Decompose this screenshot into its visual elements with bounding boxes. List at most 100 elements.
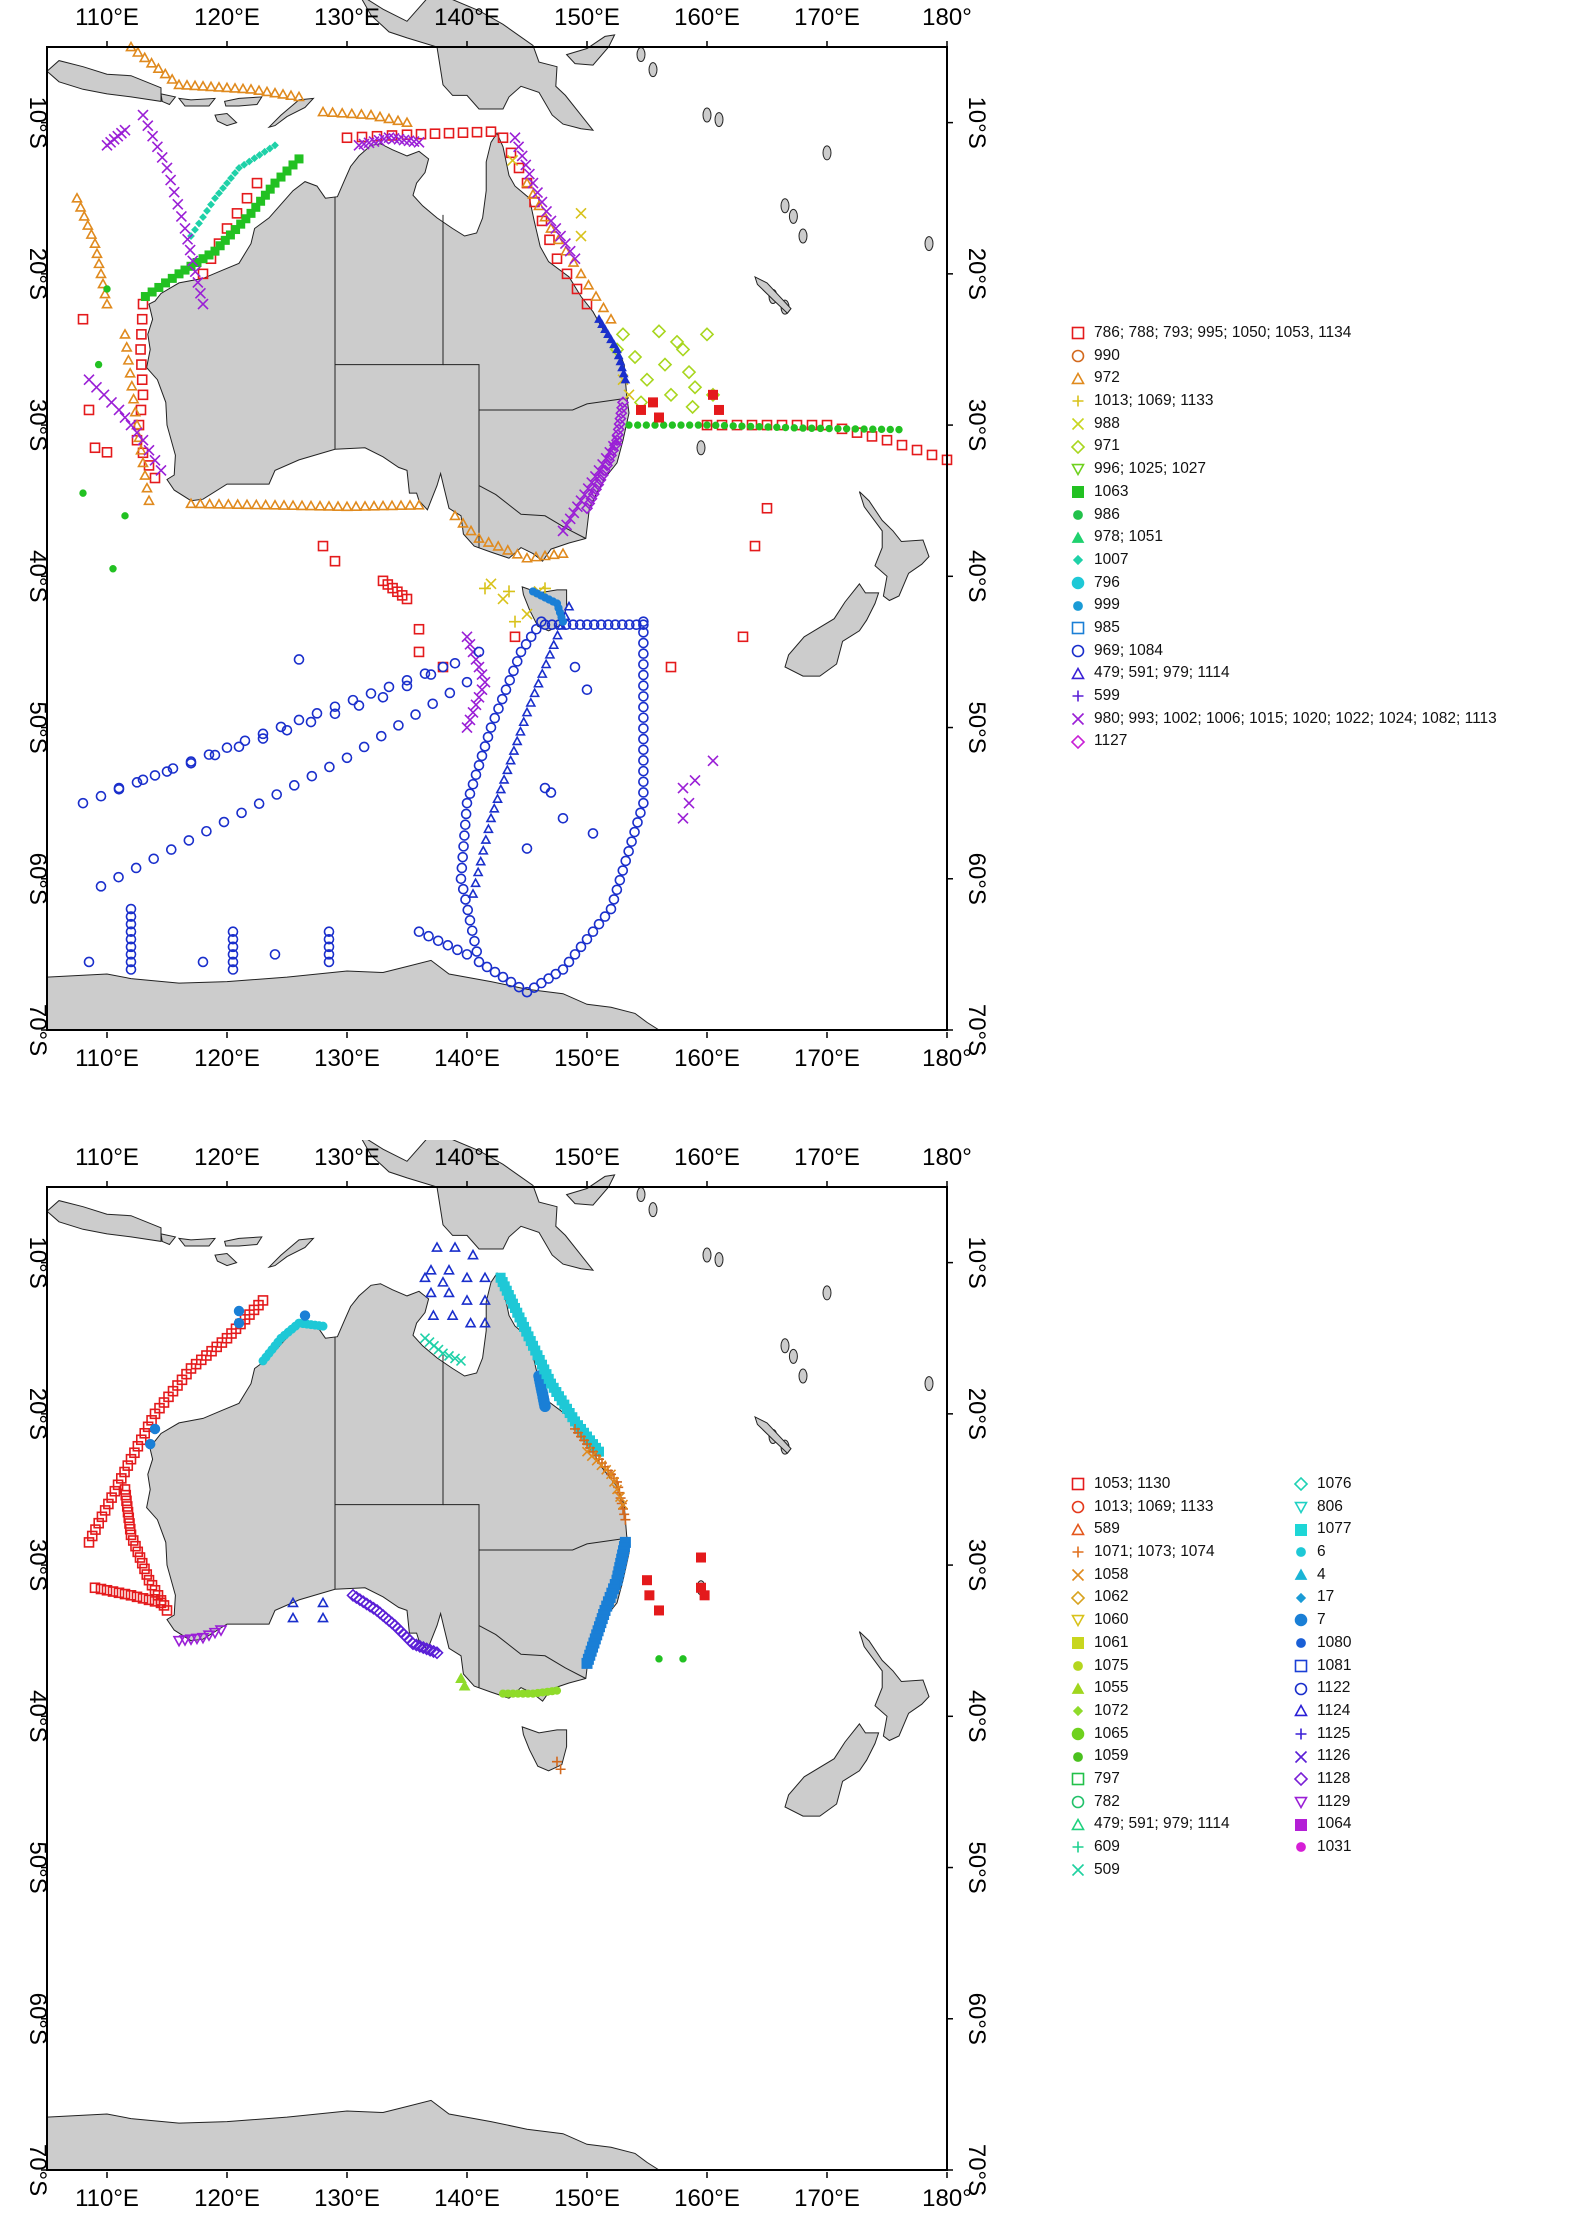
survey-point: [511, 735, 523, 746]
survey-point: [455, 873, 467, 885]
survey-point: [189, 79, 201, 91]
survey-point: [618, 368, 629, 378]
legend-marker: [1293, 1477, 1309, 1492]
legend-bottom-col1-legend-item: 1062: [1070, 1586, 1230, 1609]
survey-point: [557, 547, 569, 559]
survey-point: [489, 966, 501, 978]
survey-point: [781, 423, 790, 432]
survey-point: [552, 629, 563, 640]
survey-point: [209, 749, 221, 761]
x-tick-label: 130°E: [314, 1045, 380, 1072]
legend-marker: [1294, 1750, 1308, 1763]
legend-label: 1127: [1094, 732, 1128, 750]
survey-point: [615, 407, 628, 420]
survey-point: [449, 509, 461, 521]
survey-point: [623, 389, 635, 401]
x-tick-label: 170°E: [794, 2185, 860, 2212]
legend-marker: [1071, 1522, 1085, 1535]
survey-point: [513, 981, 525, 993]
survey-point: [482, 536, 495, 547]
legend-symbol-square-icon: [1071, 1772, 1085, 1786]
legend-label: 1058: [1094, 1565, 1129, 1583]
legend-symbol-triangle-down-icon: [1071, 1615, 1085, 1628]
legend-top-legend-item: 1127: [1070, 730, 1497, 753]
legend-label: 996; 1025; 1027: [1094, 460, 1207, 478]
survey-point: [271, 789, 283, 800]
survey-point: [119, 328, 131, 339]
survey-point: [638, 755, 649, 766]
top-landmasses: [46, 0, 934, 1031]
legend-bottom-col1-legend-item: 782: [1070, 1791, 1230, 1814]
survey-point: [137, 1593, 149, 1604]
survey-point: [113, 782, 125, 794]
survey-point: [260, 147, 269, 156]
survey-point: [121, 512, 129, 520]
survey-point: [332, 500, 344, 511]
survey-point: [122, 354, 135, 365]
legend-bottom-col1-legend-item: 1075: [1070, 1655, 1230, 1678]
survey-point: [245, 157, 254, 166]
survey-point: [231, 498, 244, 509]
survey-point: [638, 659, 649, 670]
legend-marker: [1071, 349, 1085, 363]
legend-symbol-x-icon: [1294, 1750, 1308, 1763]
top-map-panel: 110°E 120°E 130°E 140°E 150°E 160°E 170°E 180° …: [0, 0, 1575, 1090]
survey-point: [430, 1646, 444, 1660]
bottom-legend-column-1: 1053; 1130 1013; 1069; 1133 589 1071; 1073;…: [1070, 1473, 1230, 1881]
survey-point: [103, 1498, 114, 1510]
survey-point: [461, 721, 473, 734]
x-tick-label: 110°E: [75, 2185, 139, 2212]
survey-point: [544, 649, 556, 659]
survey-point: [575, 230, 587, 242]
legend-top-legend-item: 980; 993; 1002; 1006; 1015; 1020; 1022; …: [1070, 708, 1497, 731]
legend-symbol-square-icon: [1071, 327, 1085, 340]
survey-point: [277, 88, 289, 99]
legend-symbol-triangle-icon: [1071, 371, 1085, 384]
x-tick-label: 140°E: [434, 2185, 500, 2212]
legend-label: 1061: [1094, 1633, 1129, 1651]
survey-point: [659, 421, 668, 429]
survey-point: [231, 169, 239, 177]
survey-point: [287, 499, 299, 511]
legend-symbol-x-icon: [1071, 1863, 1085, 1877]
survey-point: [139, 1563, 150, 1575]
survey-point: [472, 866, 484, 877]
survey-point: [219, 184, 227, 193]
survey-point: [567, 619, 579, 631]
survey-point: [225, 230, 235, 240]
survey-point: [520, 159, 532, 171]
legend-bottom-col1-legend-item: 589: [1070, 1518, 1230, 1541]
legend-marker: [1072, 395, 1084, 407]
survey-point: [120, 341, 133, 352]
survey-point: [749, 540, 761, 552]
survey-point: [540, 658, 552, 669]
survey-point: [251, 202, 261, 212]
survey-point: [926, 449, 938, 461]
survey-point: [227, 964, 239, 975]
survey-point: [135, 344, 146, 355]
survey-point: [210, 246, 220, 256]
survey-point: [492, 793, 503, 804]
survey-point: [617, 865, 629, 876]
y-tick-label: 70°S: [24, 2144, 51, 2196]
survey-point: [712, 421, 720, 430]
island: [696, 440, 706, 456]
island: [780, 198, 790, 214]
legend-label: 972: [1094, 369, 1120, 387]
legend-symbol-big-filled-circle-icon: [1071, 576, 1085, 590]
survey-point: [552, 1756, 562, 1767]
legend-label: 985: [1094, 618, 1120, 636]
x-tick-label: 110°E: [75, 1045, 139, 1072]
legend-bottom-col1-legend-item: 1055: [1070, 1677, 1230, 1700]
survey-point: [557, 812, 569, 824]
survey-point: [496, 693, 508, 705]
survey-point: [393, 720, 404, 731]
survey-point: [764, 423, 772, 431]
survey-point: [245, 83, 257, 94]
survey-point: [539, 619, 551, 631]
survey-point: [638, 765, 649, 777]
x-tick-label: 130°E: [314, 2185, 380, 2212]
survey-point: [457, 517, 469, 528]
survey-point: [257, 1295, 269, 1306]
survey-point: [605, 313, 617, 324]
